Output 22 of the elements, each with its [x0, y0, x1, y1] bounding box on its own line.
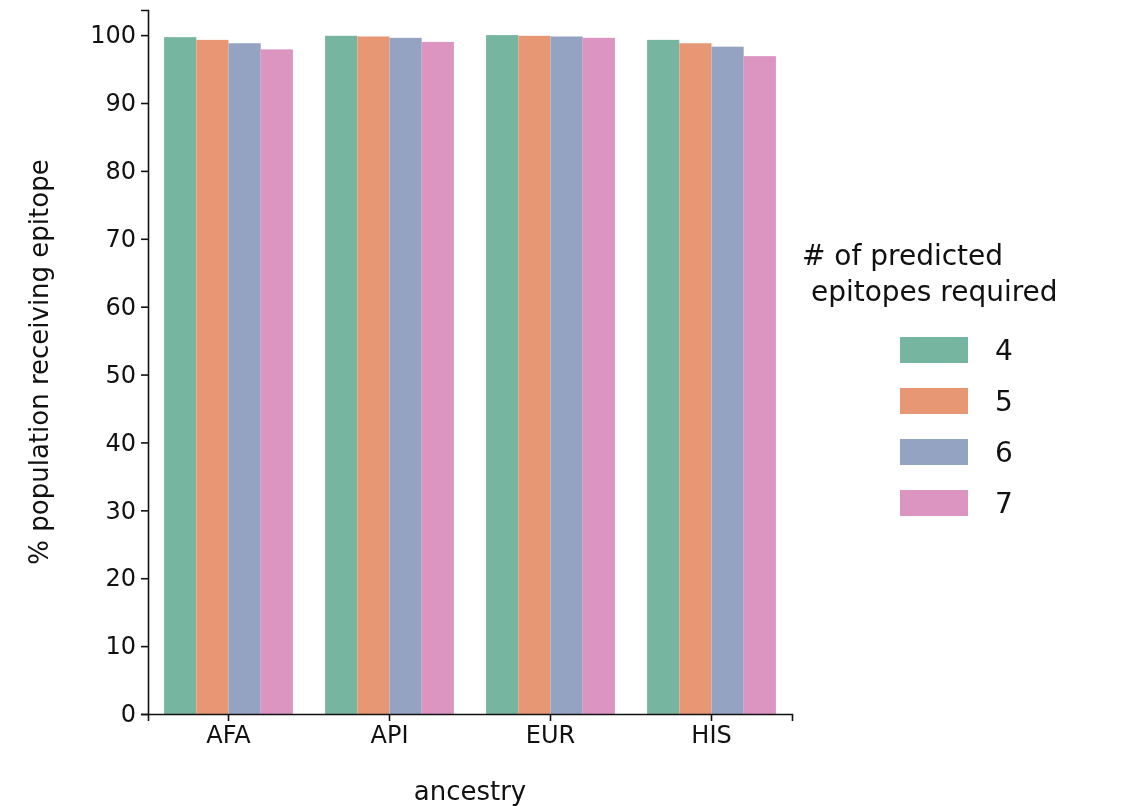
- y-tick-label: 30: [105, 496, 136, 525]
- y-tick-label: 60: [105, 292, 136, 321]
- y-tick-label: 40: [105, 428, 136, 457]
- x-tick-label: AFA: [206, 721, 252, 750]
- y-tick-label: 70: [105, 224, 136, 253]
- legend-label: 7: [995, 487, 1013, 520]
- x-tick-label: HIS: [691, 721, 732, 750]
- legend-label: 6: [995, 436, 1013, 469]
- y-tick-label: 0: [120, 700, 136, 729]
- legend-title: # of predicted epitopes required: [802, 239, 1058, 308]
- y-tick-label: 90: [105, 89, 136, 118]
- y-axis-title: % population receiving epitope: [24, 159, 54, 565]
- y-tick-label: 100: [90, 21, 136, 50]
- x-tick-label: EUR: [525, 721, 576, 750]
- y-tick-label: 80: [105, 157, 136, 186]
- y-tick-label: 20: [105, 564, 136, 593]
- legend-label: 5: [995, 385, 1013, 418]
- x-axis-title: ancestry: [413, 776, 527, 806]
- y-tick-label: 50: [105, 360, 136, 389]
- x-tick-label: API: [370, 721, 409, 750]
- legend-label: 4: [995, 334, 1013, 367]
- y-tick-label: 10: [105, 632, 136, 661]
